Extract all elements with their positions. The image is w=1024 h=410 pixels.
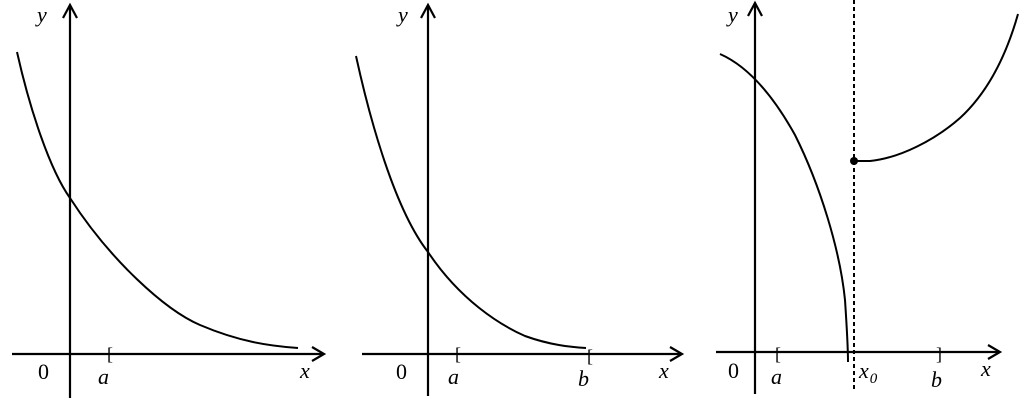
discontinuity-point bbox=[850, 157, 858, 165]
b-bracket-2: [ bbox=[587, 346, 593, 366]
x0-label: x0 bbox=[858, 358, 878, 387]
origin-label-2: 0 bbox=[396, 359, 407, 384]
x-axis-label-2: x bbox=[658, 358, 669, 383]
origin-label-1: 0 bbox=[38, 359, 49, 384]
right-curve-branch bbox=[854, 13, 1019, 162]
graph-panel-3: y x 0 [ a x0 ] b bbox=[716, 0, 1019, 394]
decreasing-curve-1 bbox=[16, 51, 299, 349]
x-axis-arrow-1 bbox=[311, 346, 327, 362]
x-axis-label-3: x bbox=[980, 356, 991, 381]
a-bracket-1: [ bbox=[107, 344, 113, 364]
y-axis-arrow-2 bbox=[420, 2, 436, 19]
a-bracket-3: [ bbox=[775, 344, 781, 364]
b-bracket-3: ] bbox=[936, 344, 942, 364]
a-label-1: a bbox=[98, 364, 109, 389]
x-axis-arrow-2 bbox=[669, 346, 685, 362]
x-axis-arrow-3 bbox=[987, 344, 1003, 360]
y-axis-label-3: y bbox=[726, 2, 738, 27]
left-curve-branch bbox=[719, 53, 849, 363]
b-label-2: b bbox=[578, 366, 589, 391]
a-bracket-2: [ bbox=[455, 344, 461, 364]
decreasing-curve-2 bbox=[355, 55, 587, 349]
a-label-2: a bbox=[448, 364, 459, 389]
y-axis-arrow-3 bbox=[747, 0, 763, 17]
graph-panel-1: y x 0 [ a bbox=[12, 2, 327, 398]
x-axis-label-1: x bbox=[299, 358, 310, 383]
origin-label-3: 0 bbox=[728, 358, 739, 383]
b-label-3: b bbox=[931, 367, 942, 392]
y-axis-label-2: y bbox=[396, 2, 408, 27]
a-label-3: a bbox=[771, 364, 782, 389]
y-axis-label-1: y bbox=[35, 2, 47, 27]
graph-panel-2: y x 0 [ a [ b bbox=[355, 2, 685, 396]
y-axis-arrow-1 bbox=[62, 2, 78, 19]
x0-label-main: x bbox=[858, 358, 869, 383]
x0-label-subscript: 0 bbox=[870, 371, 878, 387]
